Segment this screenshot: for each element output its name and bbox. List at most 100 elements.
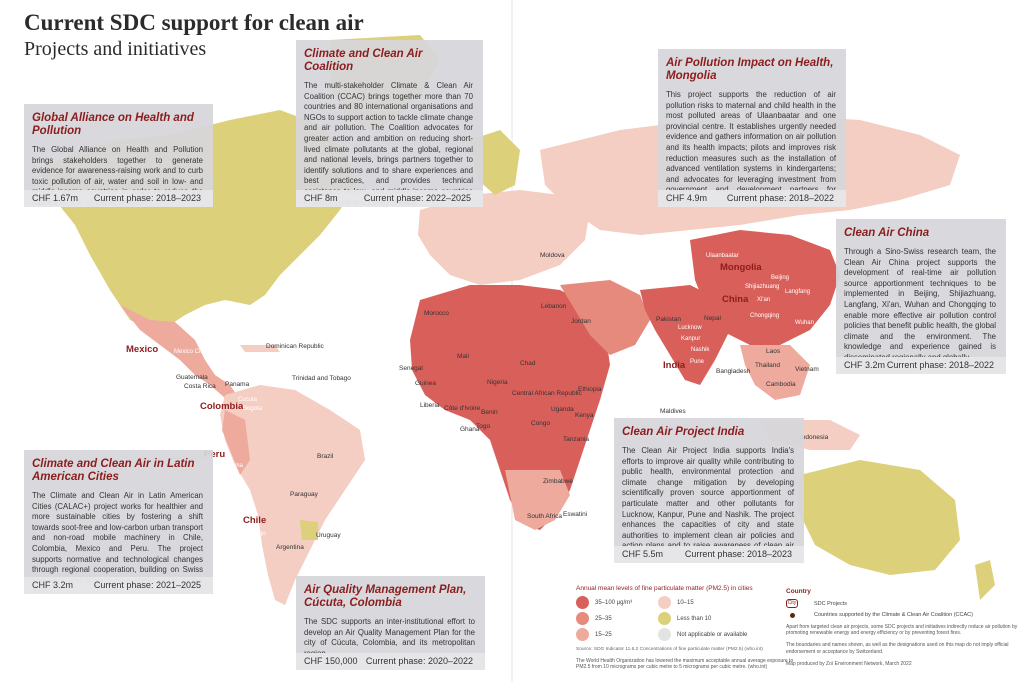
city-ulaanbaatar: Ulaanbaatar [706, 253, 739, 259]
label-argentina: Argentina [276, 544, 304, 551]
legend-label: 10–15 [677, 599, 694, 606]
label-dominican-republic: Dominican Republic [266, 343, 324, 350]
label-kenya: Kenya [575, 412, 594, 419]
legend-note-2: The boundaries and names shown, as well … [786, 642, 1009, 655]
legend-item: 35–100 μg/m³ [576, 596, 658, 609]
card-footer: CHF 3.2m Current phase: 2018–2022 [836, 357, 1006, 374]
ccac-dot-icon [790, 612, 795, 618]
legend-item: Less than 10 [658, 612, 758, 625]
label-senegal: Senegal [399, 365, 423, 372]
label-peru: Peru [204, 449, 226, 460]
city-wuhan: Wuhan [795, 320, 814, 326]
card-title: Clean Air China [844, 227, 930, 239]
card-footer: CHF 4.9m Current phase: 2018–2022 [658, 190, 846, 207]
legend-source: Source: SDG Indicator 11.6.2 Concentrati… [576, 647, 763, 652]
card-amount: CHF 8m [304, 193, 338, 203]
city-nashik: Nashik [691, 347, 710, 353]
legend-sdc-row: City SDC Projects [786, 599, 1018, 608]
card-title: Global Alliance on Health and Pollution [32, 112, 194, 137]
andes-peru-region [222, 410, 250, 475]
south-america-region [220, 385, 365, 605]
card-amount: CHF 3.2m [32, 580, 74, 590]
label-china: China [722, 294, 749, 305]
city-lima: Lima [230, 463, 244, 469]
city-shijiazhuang: Shijiazhuang [745, 284, 780, 290]
card-gahp: Global Alliance on Health and Pollution … [24, 104, 213, 207]
card-cucuta: Air Quality Management Plan, Cúcuta, Col… [296, 576, 485, 670]
card-phase: Current phase: 2021–2025 [93, 580, 201, 590]
card-title: Air Quality Management Plan, Cúcuta, Col… [304, 584, 467, 609]
australia-region [798, 460, 960, 575]
card-amount: CHF 3.2m [844, 360, 886, 370]
city-santiago: Santiago [242, 531, 266, 537]
label-south-africa: South Africa [527, 513, 563, 520]
card-phase: Current phase: 2018–2023 [684, 549, 792, 559]
card-ccac: Climate and Clean Air Coalition The mult… [296, 40, 483, 207]
legend-title: Annual mean levels of fine particulate m… [576, 585, 753, 592]
label-tanzania: Tanzania [563, 436, 590, 443]
label-laos: Laos [766, 348, 781, 355]
card-footer: CHF 1.67m Current phase: 2018–2023 [24, 190, 213, 207]
card-phase: Current phase: 2018–2022 [886, 360, 994, 370]
page-subtitle: Projects and initiatives [24, 38, 207, 60]
city-mexico-city: Mexico City [174, 349, 206, 355]
label-indonesia: Indonesia [800, 434, 829, 441]
caribbean-region [240, 345, 280, 352]
legend-grid: 35–100 μg/m³ 10–15 25–35 Less than 10 15… [576, 596, 796, 641]
card-title: Climate and Clean Air in Latin American … [32, 458, 195, 483]
label-chad: Chad [520, 360, 536, 367]
card-footer: CHF 8m Current phase: 2022–2025 [296, 190, 483, 207]
label-pakistan: Pakistan [656, 316, 681, 323]
label-trinidad: Trinidad and Tobago [292, 375, 351, 382]
legend-note-1: Apart from targeted clean air projects, … [786, 624, 1018, 637]
label-guatemala: Guatemala [176, 374, 208, 381]
legend-note: The World Health Organization has lowere… [576, 658, 794, 671]
label-congo: Congo [531, 420, 551, 427]
label-uruguay: Uruguay [316, 532, 341, 539]
page-title: Current SDC support for clean air [24, 10, 364, 35]
label-guinea: Guinea [415, 380, 436, 387]
card-india: Clean Air Project India The Clean Air Pr… [614, 418, 804, 563]
label-mali: Mali [457, 353, 469, 360]
card-amount: CHF 150,000 [304, 656, 358, 666]
south-asia-region [640, 285, 730, 385]
new-zealand-region [975, 560, 995, 600]
legend-label: 35–100 μg/m³ [595, 599, 633, 606]
mexico-region [120, 305, 240, 400]
card-title: Clean Air Project India [622, 426, 745, 438]
pm25-legend: Annual mean levels of fine particulate m… [576, 585, 796, 670]
label-moldova: Moldova [540, 252, 565, 259]
card-china: Clean Air China Through a Sino-Swiss res… [836, 219, 1006, 374]
legend-ccac-label: Countries supported by the Climate & Cle… [814, 612, 973, 618]
label-benin: Benin [481, 409, 498, 416]
se-asia-region [740, 345, 810, 400]
city-bogota: Bogota [243, 406, 263, 412]
label-jordan: Jordan [571, 318, 591, 325]
label-costa-rica: Costa Rica [184, 383, 216, 390]
label-thailand: Thailand [755, 362, 780, 369]
label-uganda: Uganda [551, 406, 574, 413]
label-car: Central African Republic [512, 390, 582, 397]
label-paraguay: Paraguay [290, 491, 318, 498]
city-kanpur: Kanpur [681, 336, 701, 342]
card-amount: CHF 5.5m [622, 549, 664, 559]
label-bangladesh: Bangladesh [716, 368, 751, 375]
europe-region [418, 190, 590, 285]
label-ethiopia: Ethiopia [578, 386, 602, 393]
legend-swatch [658, 596, 671, 609]
legend-item: 15–25 [576, 628, 658, 641]
city-beijing: Beijing [771, 275, 790, 281]
card-phase: Current phase: 2018–2023 [93, 193, 201, 203]
label-eswatini: Eswatini [563, 511, 588, 518]
card-phase: Current phase: 2022–2025 [363, 193, 471, 203]
legend-swatch [576, 612, 589, 625]
legend-swatch [658, 628, 671, 641]
label-zimbabwe: Zimbabwe [543, 478, 573, 485]
card-footer: CHF 150,000 Current phase: 2020–2022 [296, 653, 485, 670]
city-pune: Pune [690, 359, 705, 365]
legend-label: 25–35 [595, 615, 612, 622]
china-region [690, 230, 840, 345]
legend-item: 10–15 [658, 596, 758, 609]
legend-country-label: Country [786, 588, 811, 595]
